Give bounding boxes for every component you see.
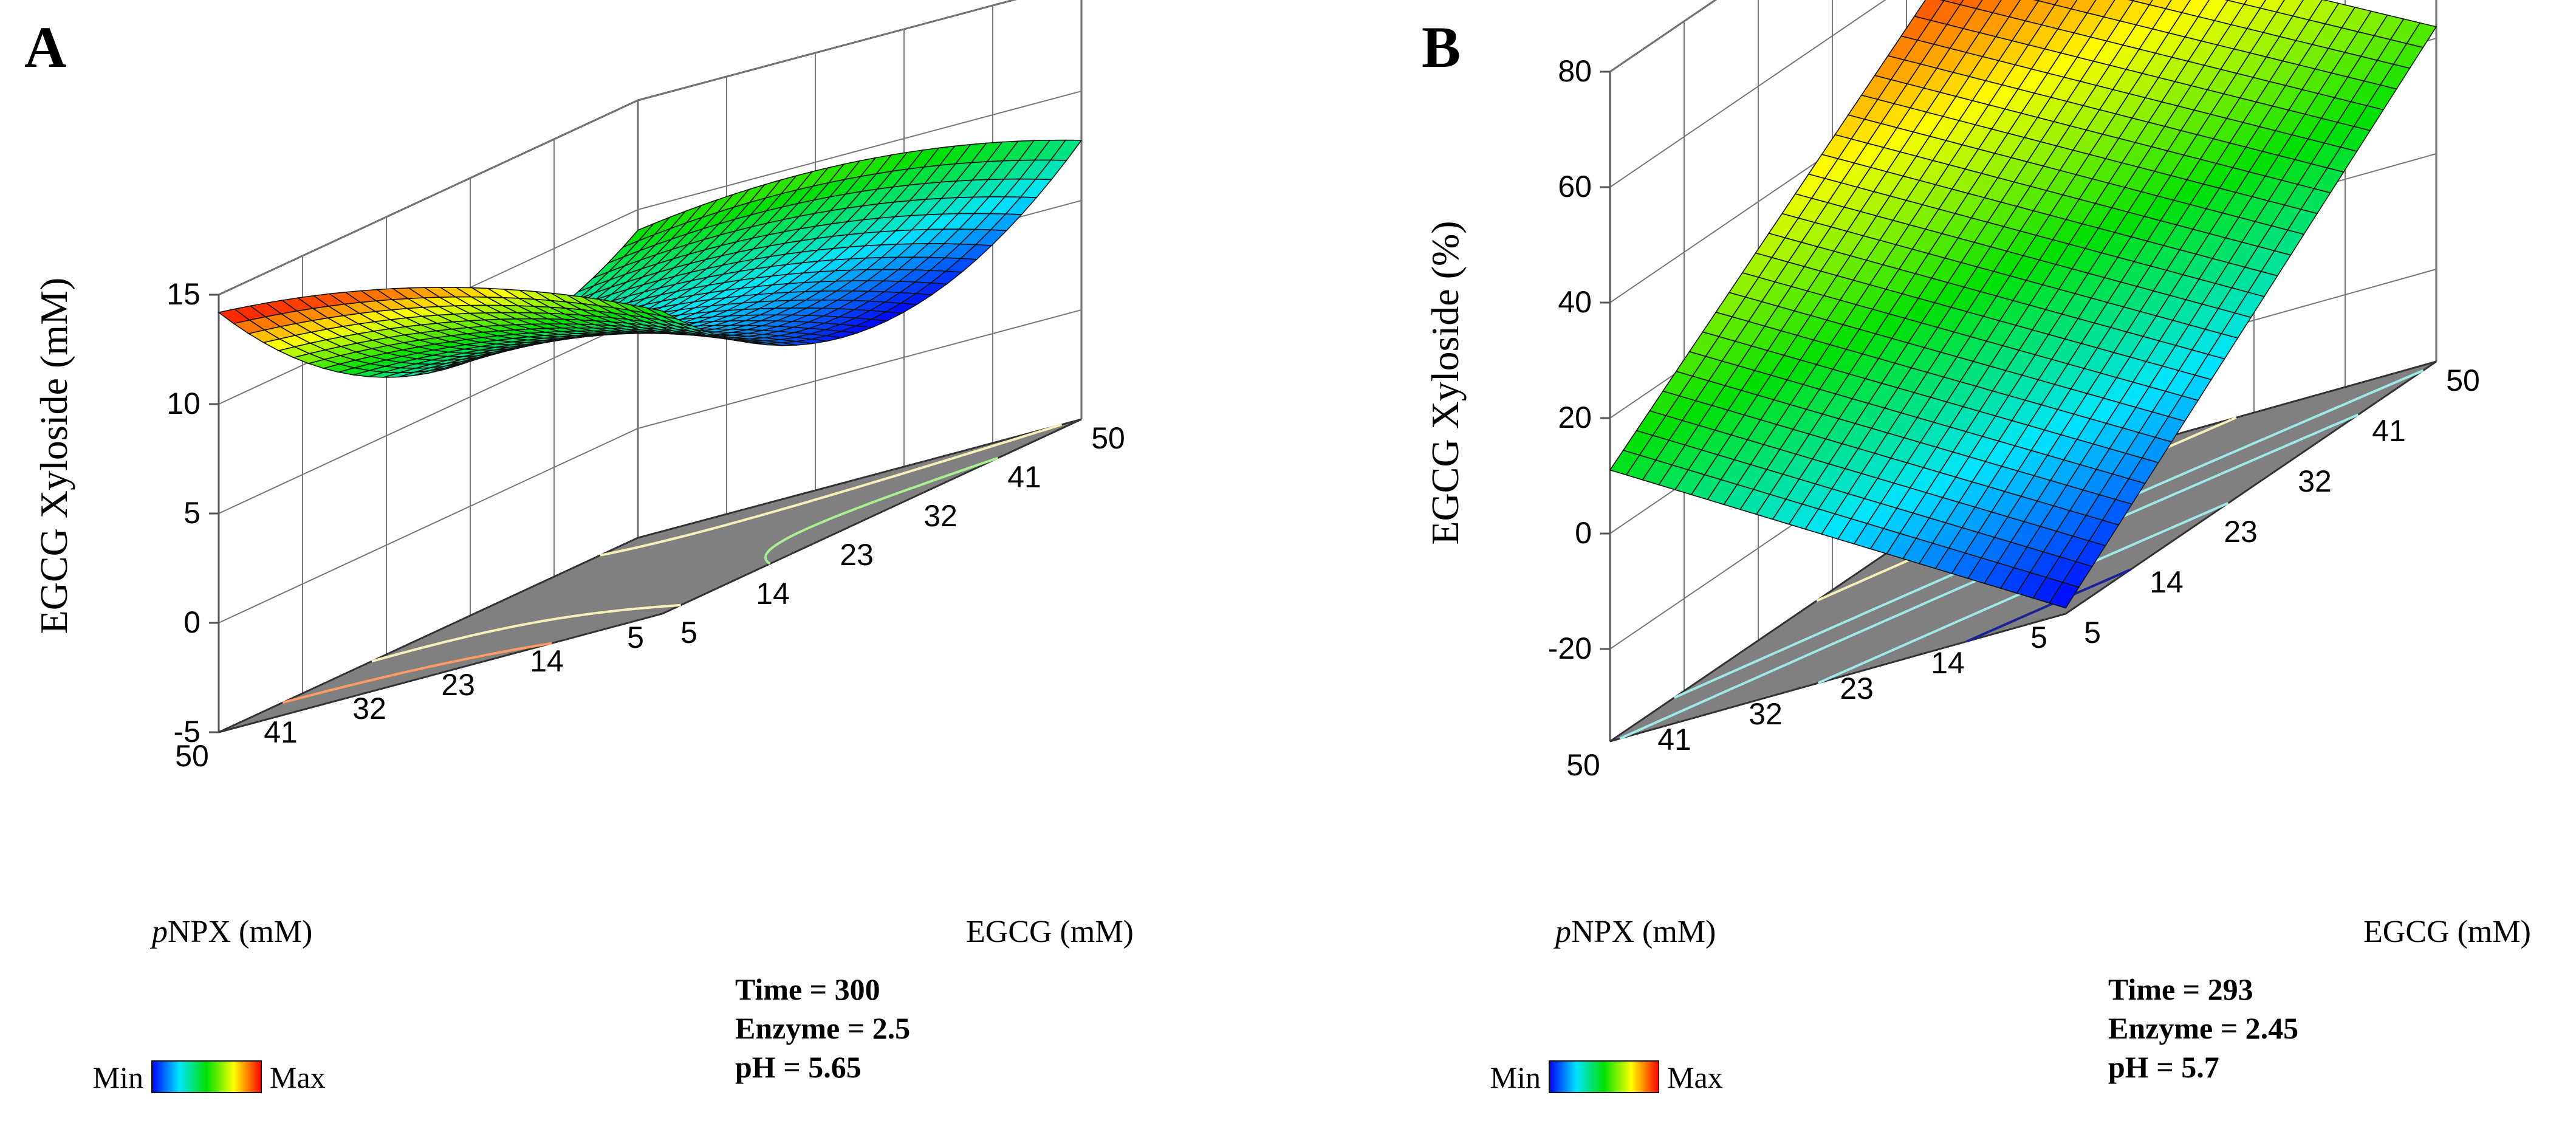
z-tick-label: -20 xyxy=(1548,631,1592,665)
x-tick-label: 5 xyxy=(627,620,644,654)
z-tick-label: 20 xyxy=(1558,400,1592,434)
panel-b-chart: -20 0 20 40 60 80 5 14 23 32 41 50 5 14 23 32 41 50 B EGCG … xyxy=(1422,0,2531,1094)
x-axis-label-rest: NPX (mM) xyxy=(168,915,312,949)
y-tick-label: 50 xyxy=(1091,421,1125,455)
legend-min-label: Min xyxy=(1490,1060,1541,1094)
surface-cell xyxy=(646,307,677,320)
condition-text: pH = 5.65 xyxy=(735,1050,862,1084)
y-tick-label: 5 xyxy=(680,616,697,650)
z-axis-label: EGCG Xyloside (mM) xyxy=(32,278,75,634)
legend-max-label: Max xyxy=(1667,1060,1723,1094)
contour-lines xyxy=(282,423,1063,704)
color-legend: Min Max xyxy=(1490,1060,1723,1094)
floor-ticks: 5 14 23 32 41 50 5 14 23 32 41 50 xyxy=(1566,363,2480,782)
contour-line xyxy=(282,642,552,704)
panel-letter: B xyxy=(1422,15,1461,80)
contour-line xyxy=(764,456,999,565)
y-axis-label: EGCG (mM) xyxy=(966,915,1134,949)
panel-a-chart: -5 0 5 10 15 5 14 23 32 41 50 5 14 23 32 41 50 A EGCG Xylo… xyxy=(24,0,1134,1094)
wall-grid-line xyxy=(218,309,1082,623)
x-axis-label-italic: p xyxy=(149,915,168,949)
z-axis-label: EGCG Xyloside (%) xyxy=(1423,221,1467,544)
x-tick-label: 5 xyxy=(2030,620,2047,654)
response-surface xyxy=(1609,0,2437,609)
condition-text: pH = 5.7 xyxy=(2108,1050,2219,1084)
condition-text: Enzyme = 2.45 xyxy=(2108,1011,2298,1045)
x-tick-label: 50 xyxy=(1566,748,1600,782)
legend-max-label: Max xyxy=(270,1060,326,1094)
panel-letter: A xyxy=(24,15,66,80)
z-tick-label: 10 xyxy=(166,386,200,421)
axes-box: -5 0 5 10 15 xyxy=(166,0,1083,749)
response-surface xyxy=(218,139,1083,378)
legend-bar xyxy=(1549,1060,1659,1093)
x-axis-label: pNPX (mM) xyxy=(149,915,312,949)
x-tick-label: 14 xyxy=(530,644,564,678)
condition-text: Time = 300 xyxy=(735,972,880,1006)
y-tick-label: 41 xyxy=(2372,414,2406,448)
color-legend: Min Max xyxy=(93,1060,326,1094)
y-tick-label: 23 xyxy=(2224,515,2258,549)
z-tick-label: 15 xyxy=(166,277,200,311)
x-tick-label: 41 xyxy=(1657,723,1691,757)
y-tick-label: 14 xyxy=(2150,565,2184,599)
z-tick-label: 80 xyxy=(1558,54,1592,88)
y-tick-label: 5 xyxy=(2084,616,2101,650)
x-tick-label: 23 xyxy=(441,668,475,702)
y-tick-label: 32 xyxy=(923,499,957,533)
y-axis-label: EGCG (mM) xyxy=(2363,915,2531,949)
z-tick-label: -5 xyxy=(174,715,200,749)
y-tick-label: 41 xyxy=(1007,460,1041,494)
x-tick-label: 32 xyxy=(352,692,386,726)
legend-min-label: Min xyxy=(93,1060,143,1094)
x-tick-label: 41 xyxy=(264,715,298,749)
x-tick-label: 23 xyxy=(1840,671,1874,705)
condition-text: Enzyme = 2.5 xyxy=(735,1011,910,1045)
surface-cell xyxy=(2048,582,2080,609)
z-tick-label: 5 xyxy=(183,496,200,530)
x-tick-label: 14 xyxy=(1931,646,1965,680)
x-tick-label: 32 xyxy=(1749,697,1783,731)
y-tick-label: 14 xyxy=(756,577,790,611)
z-tick-label: 60 xyxy=(1558,170,1592,204)
y-tick-label: 23 xyxy=(840,538,874,572)
x-axis-label: pNPX (mM) xyxy=(1553,915,1716,949)
y-tick-label: 50 xyxy=(2446,363,2480,397)
z-tick-label: 0 xyxy=(183,605,200,639)
x-axis-label-rest: NPX (mM) xyxy=(1571,915,1716,949)
y-tick-label: 32 xyxy=(2298,464,2332,498)
z-tick-label: 0 xyxy=(1575,516,1592,550)
legend-bar xyxy=(151,1060,262,1093)
contour-line xyxy=(371,423,1063,663)
x-axis-label-italic: p xyxy=(1553,915,1571,949)
z-tick-label: 40 xyxy=(1558,285,1592,319)
contour-floor xyxy=(218,418,1082,733)
x-tick-label: 50 xyxy=(175,739,209,773)
condition-text: Time = 293 xyxy=(2108,972,2253,1006)
wall-grid-line xyxy=(218,0,1016,295)
wall-grid-line xyxy=(1609,0,1886,188)
